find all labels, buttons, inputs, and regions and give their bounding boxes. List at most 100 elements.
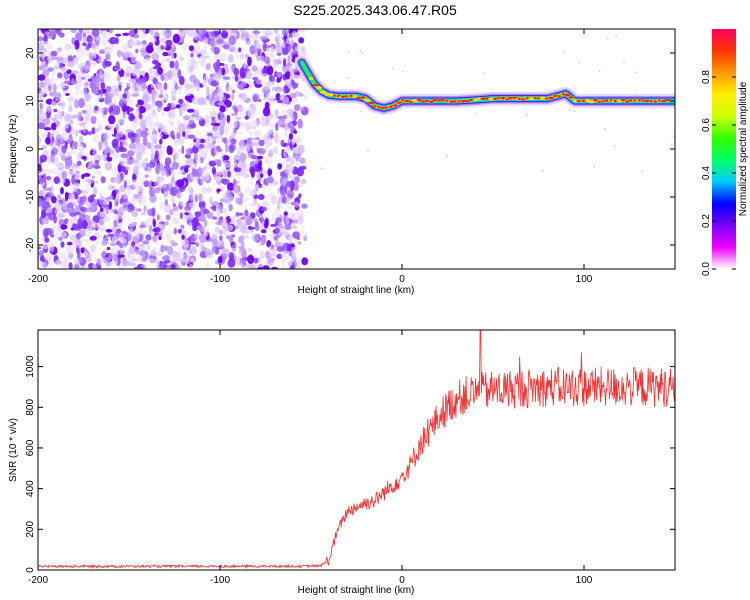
ridge-core-red [637, 99, 641, 102]
noise-dot [197, 33, 206, 42]
noise-dot [195, 242, 200, 248]
noise-dot [193, 151, 198, 161]
noise-dot [164, 75, 170, 82]
ridge-core-red [521, 98, 526, 101]
noise-dot [134, 136, 141, 145]
noise-dot [106, 156, 113, 162]
noise-dot [175, 104, 181, 109]
noise-dot [265, 136, 273, 147]
noise-dot [42, 244, 49, 250]
noise-dot [184, 88, 192, 97]
noise-dot [195, 82, 201, 93]
noise-dot [281, 178, 287, 188]
noise-dot [120, 166, 126, 173]
noise-dot [299, 106, 305, 111]
noise-dot [276, 99, 283, 104]
noise-dot [298, 37, 305, 44]
noise-dot [122, 191, 129, 200]
noise-dot [129, 158, 137, 167]
noise-dot [127, 228, 134, 235]
noise-dot [85, 72, 90, 79]
noise-dot [71, 43, 76, 52]
noise-dot [140, 51, 148, 58]
noise-dot [95, 36, 101, 42]
noise-dot [253, 218, 258, 223]
noise-dot [154, 181, 160, 186]
noise-dot [260, 229, 267, 234]
noise-dot [57, 92, 62, 100]
noise-dot [561, 13, 563, 15]
noise-dot [183, 101, 190, 105]
noise-dot [227, 258, 236, 268]
noise-dot [101, 38, 109, 48]
noise-dot [240, 92, 248, 101]
noise-dot [254, 43, 262, 49]
noise-dot [218, 256, 223, 264]
noise-dot [243, 173, 250, 178]
noise-dot [185, 125, 190, 135]
noise-dot [100, 87, 104, 97]
spectrogram-y-tick-label: -10 [25, 189, 36, 204]
ridge-core-red [561, 93, 565, 96]
noise-dot [143, 205, 147, 213]
ridge-core-red [664, 98, 671, 102]
noise-dot [99, 70, 103, 80]
noise-dot [263, 170, 268, 175]
noise-dot [98, 223, 106, 233]
noise-dot [91, 53, 97, 59]
ridge-core-red [653, 100, 658, 103]
noise-dot [176, 264, 181, 269]
noise-dot [279, 258, 287, 262]
noise-dot [157, 100, 163, 109]
noise-dot [293, 225, 298, 229]
noise-dot [65, 245, 72, 255]
noise-dot [85, 44, 90, 51]
noise-dot [401, 70, 404, 73]
noise-dot [54, 48, 63, 52]
noise-dot [165, 171, 169, 178]
noise-dot [51, 196, 57, 204]
noise-dot [252, 201, 256, 207]
noise-dot [44, 257, 52, 261]
noise-dot [276, 246, 285, 252]
noise-dot [296, 208, 304, 218]
noise-dot [162, 189, 169, 198]
noise-dot [228, 66, 233, 77]
ridge-core-red [581, 99, 586, 102]
noise-dot [285, 230, 290, 236]
noise-dot [143, 174, 149, 179]
noise-dot [251, 65, 258, 72]
noise-dot [191, 122, 197, 129]
noise-dot [562, 51, 565, 53]
noise-dot [264, 157, 269, 164]
noise-dot [256, 155, 264, 160]
noise-dot [139, 178, 144, 186]
noise-dot [140, 82, 148, 91]
noise-dot [294, 146, 299, 151]
noise-dot [289, 265, 294, 269]
noise-dot [270, 223, 277, 227]
noise-dot [247, 226, 256, 230]
noise-dot [119, 248, 124, 253]
noise-dot [275, 40, 280, 48]
noise-dot [67, 113, 73, 121]
noise-dot [303, 93, 308, 101]
noise-dot [287, 55, 291, 65]
noise-dot [50, 50, 58, 57]
noise-dot [56, 110, 64, 116]
ridge-core-red [420, 100, 426, 103]
noise-dot [181, 145, 185, 155]
noise-dot [54, 259, 61, 266]
noise-dot [38, 108, 44, 119]
noise-dot [241, 240, 245, 250]
noise-dot [89, 235, 97, 241]
noise-dot [145, 44, 154, 53]
noise-dot [122, 93, 127, 99]
noise-dot [174, 127, 179, 131]
noise-dot [60, 241, 65, 248]
noise-dot [80, 238, 89, 242]
noise-dot [237, 83, 241, 89]
noise-dot [39, 154, 48, 163]
noise-dot [67, 55, 74, 63]
noise-dot [144, 115, 153, 123]
